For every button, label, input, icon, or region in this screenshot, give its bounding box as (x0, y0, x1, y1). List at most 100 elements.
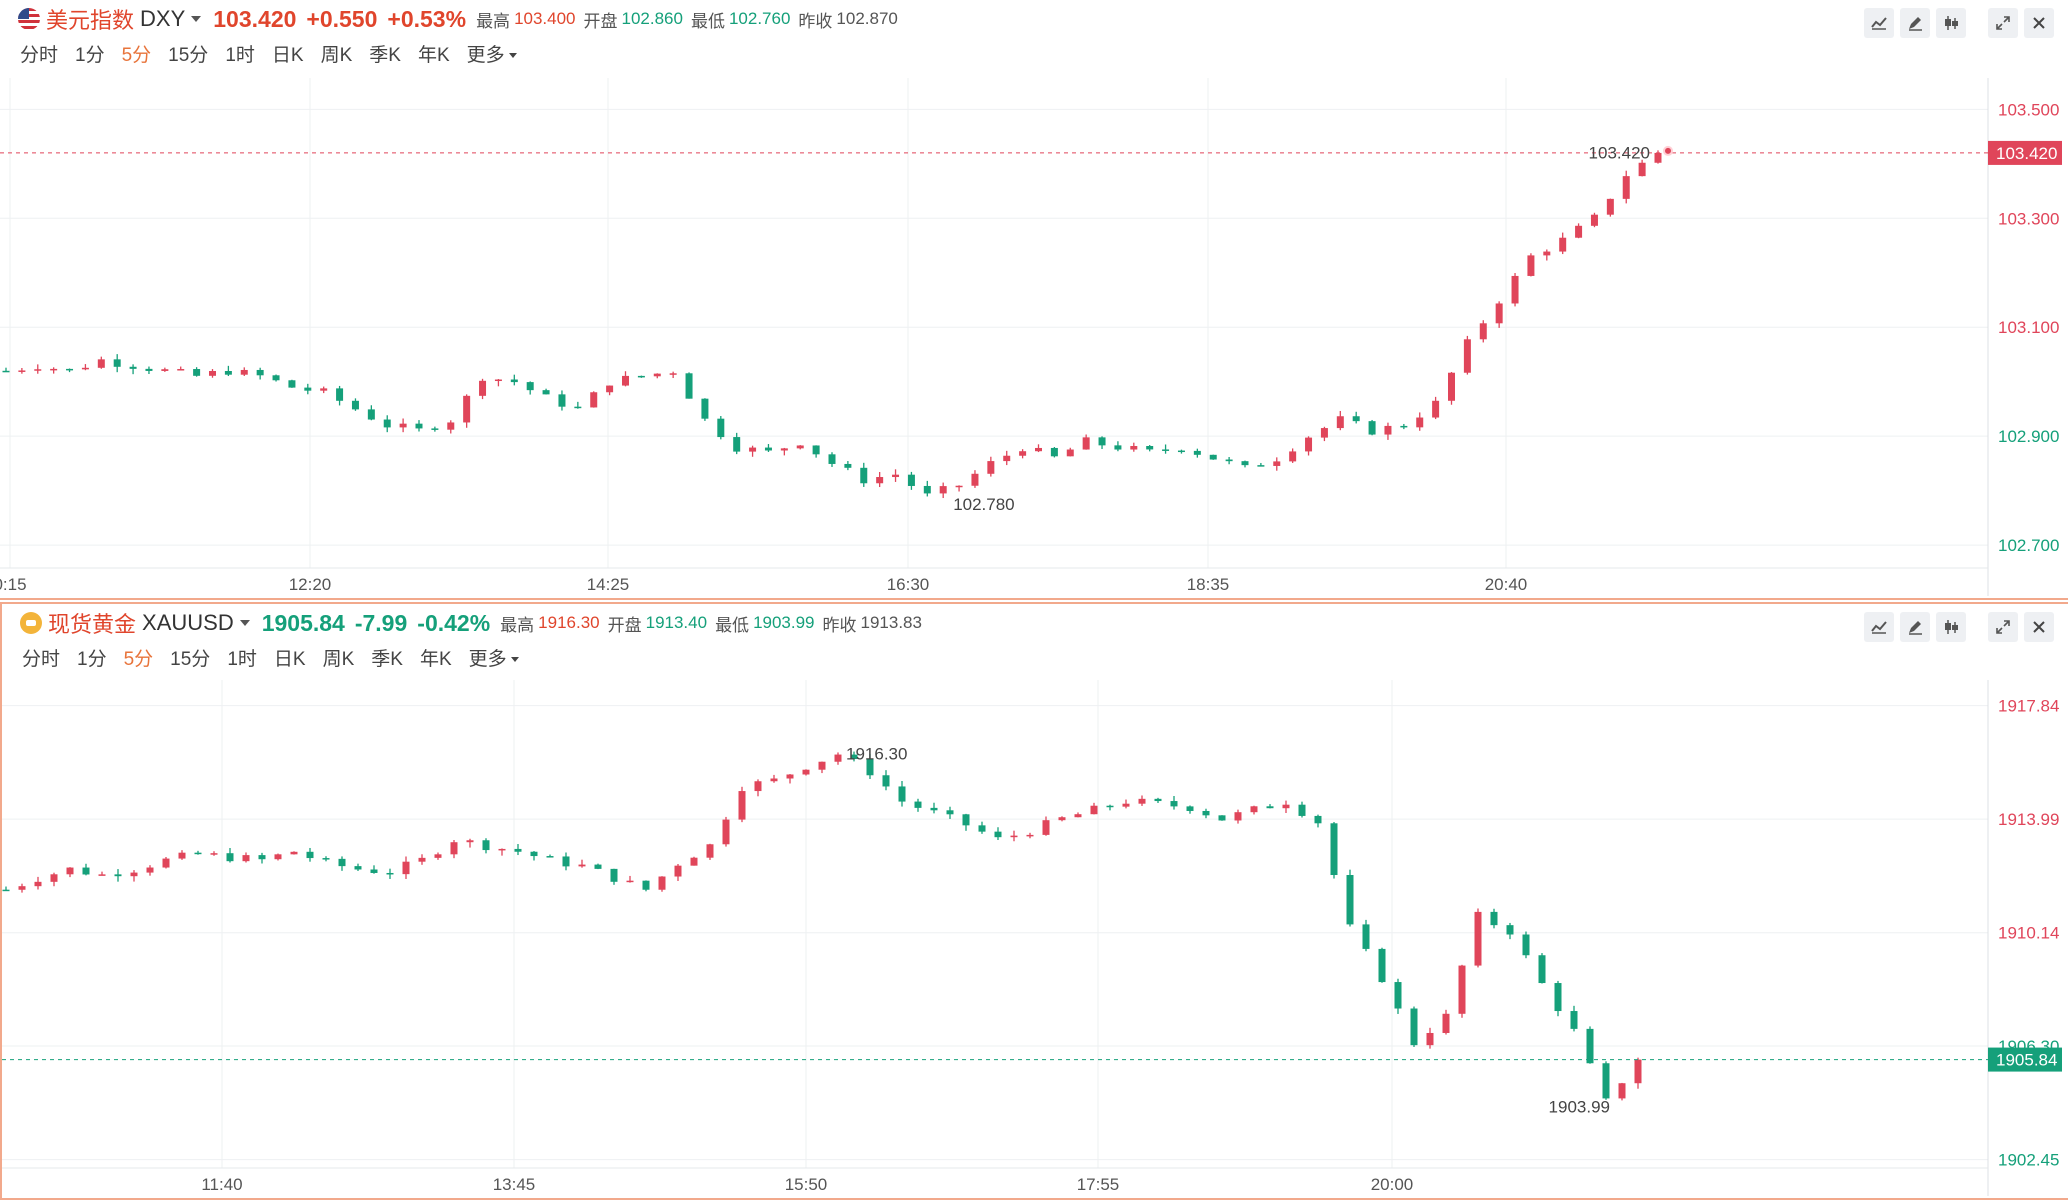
candle-body (1554, 983, 1562, 1012)
candle-body (274, 854, 282, 860)
tab-more[interactable]: 更多 (467, 40, 517, 67)
close-icon[interactable] (2024, 612, 2054, 642)
x-tick-label: 18:35 (1187, 575, 1230, 594)
tab-day[interactable]: 日K (271, 45, 304, 66)
candle-body (50, 368, 58, 371)
candle-body (1432, 400, 1440, 418)
indicator-icon[interactable] (1864, 8, 1894, 38)
candle-body (1289, 451, 1297, 462)
candle-body (1575, 225, 1583, 238)
tab-week[interactable]: 周K (322, 649, 355, 670)
gold-candlestick-chart[interactable]: 1917.841913.991910.141906.301902.4511:40… (2, 680, 2068, 1198)
draw-icon[interactable] (1900, 612, 1930, 642)
candle-body (1082, 437, 1090, 450)
candle-body (34, 881, 42, 887)
candle-body (1273, 461, 1281, 466)
candle-body (1218, 815, 1226, 821)
gold-panel: 现货黄金 XAUUSD 1905.84 -7.99 -0.42% 最高 1916… (0, 602, 2068, 1200)
indicator-icon[interactable] (1864, 612, 1894, 642)
tab-quarter[interactable]: 季K (369, 45, 401, 66)
tab-1hour[interactable]: 1时 (225, 45, 255, 66)
chart-toolbar (1858, 612, 2054, 642)
tab-more[interactable]: 更多 (469, 644, 519, 671)
candle-body (466, 840, 474, 843)
tab-year[interactable]: 年K (419, 649, 452, 670)
candle-body (1074, 814, 1082, 818)
candle-body (1384, 425, 1392, 435)
candle-body (82, 867, 90, 875)
high-value: 103.400 (514, 9, 576, 28)
candle-body (18, 370, 26, 372)
candle-body (1490, 911, 1498, 926)
close-icon[interactable] (2024, 8, 2054, 38)
candle-body (1479, 323, 1487, 340)
candle-body (914, 801, 922, 808)
candle-body (1511, 275, 1519, 304)
tab-5min[interactable]: 5分 (121, 45, 152, 66)
tab-5min[interactable]: 5分 (123, 649, 154, 670)
candle-body (463, 395, 471, 423)
candle-body (526, 382, 534, 391)
candle-body (749, 447, 757, 452)
tab-1min[interactable]: 1分 (77, 649, 107, 670)
candle-body (1368, 421, 1376, 435)
symbol-dropdown-icon[interactable] (191, 16, 202, 22)
candle-body (399, 423, 407, 428)
draw-icon[interactable] (1900, 8, 1930, 38)
candle-body (494, 379, 502, 382)
tab-week[interactable]: 周K (320, 45, 353, 66)
candle-body (306, 851, 314, 859)
candle-body (1250, 806, 1258, 813)
tab-1min[interactable]: 1分 (75, 45, 105, 66)
tab-15min[interactable]: 15分 (170, 649, 211, 670)
symbol-dropdown-icon[interactable] (239, 620, 250, 626)
symbol-code[interactable]: XAUUSD (142, 610, 234, 635)
candle-body (574, 406, 582, 409)
candle-body (161, 369, 169, 371)
tab-quarter[interactable]: 季K (371, 649, 403, 670)
candle-body (733, 437, 741, 452)
candle-body (498, 848, 506, 851)
tab-more-label: 更多 (466, 45, 505, 66)
candle-body (1336, 416, 1344, 429)
candle-body (669, 373, 677, 375)
tab-more-label: 更多 (468, 649, 507, 670)
candle-body (939, 486, 947, 494)
candle-body (510, 379, 518, 383)
tab-year[interactable]: 年K (417, 45, 450, 66)
tab-timeshare[interactable]: 分时 (22, 649, 61, 670)
candle-body (876, 477, 884, 484)
tab-1hour[interactable]: 1时 (227, 649, 257, 670)
candle-body (1003, 455, 1011, 462)
candle-body (1298, 804, 1306, 816)
candle-body (1590, 214, 1598, 226)
candle-body (1638, 162, 1646, 177)
candle-type-icon[interactable] (1936, 8, 1966, 38)
candle-body (290, 851, 298, 855)
period-tabs: 分时 1分 5分 15分 1时 日K 周K 季K 年K 更多 (20, 40, 534, 67)
fullscreen-icon[interactable] (1988, 612, 2018, 642)
y-tick-label: 1917.84 (1998, 697, 2059, 716)
y-tick-label: 102.700 (1998, 536, 2059, 555)
candle-body (418, 857, 426, 862)
fullscreen-icon[interactable] (1988, 8, 2018, 38)
tab-15min[interactable]: 15分 (168, 45, 209, 66)
tab-timeshare[interactable]: 分时 (20, 45, 59, 66)
open-label: 开盘 (583, 11, 618, 31)
candle-type-icon[interactable] (1936, 612, 1966, 642)
candle-body (193, 369, 201, 376)
candle-body (336, 388, 344, 401)
candle-body (828, 454, 836, 464)
panel-divider (0, 598, 2068, 600)
price-change: +0.550 (306, 5, 378, 32)
prev-close-label: 昨收 (822, 615, 857, 635)
dxy-candlestick-chart[interactable]: 103.500 103.300 103.100 102.900 102.700 0:15 1… (0, 78, 2068, 598)
candle-body (18, 886, 26, 890)
candle-body (304, 387, 312, 391)
y-tick-label: 1910.14 (1998, 924, 2059, 943)
symbol-code[interactable]: DXY (140, 6, 186, 31)
high-annotation: 103.420 (1589, 143, 1650, 162)
low-annotation: 1903.99 (1549, 1097, 1610, 1116)
candle-body (701, 398, 709, 419)
tab-day[interactable]: 日K (273, 649, 306, 670)
